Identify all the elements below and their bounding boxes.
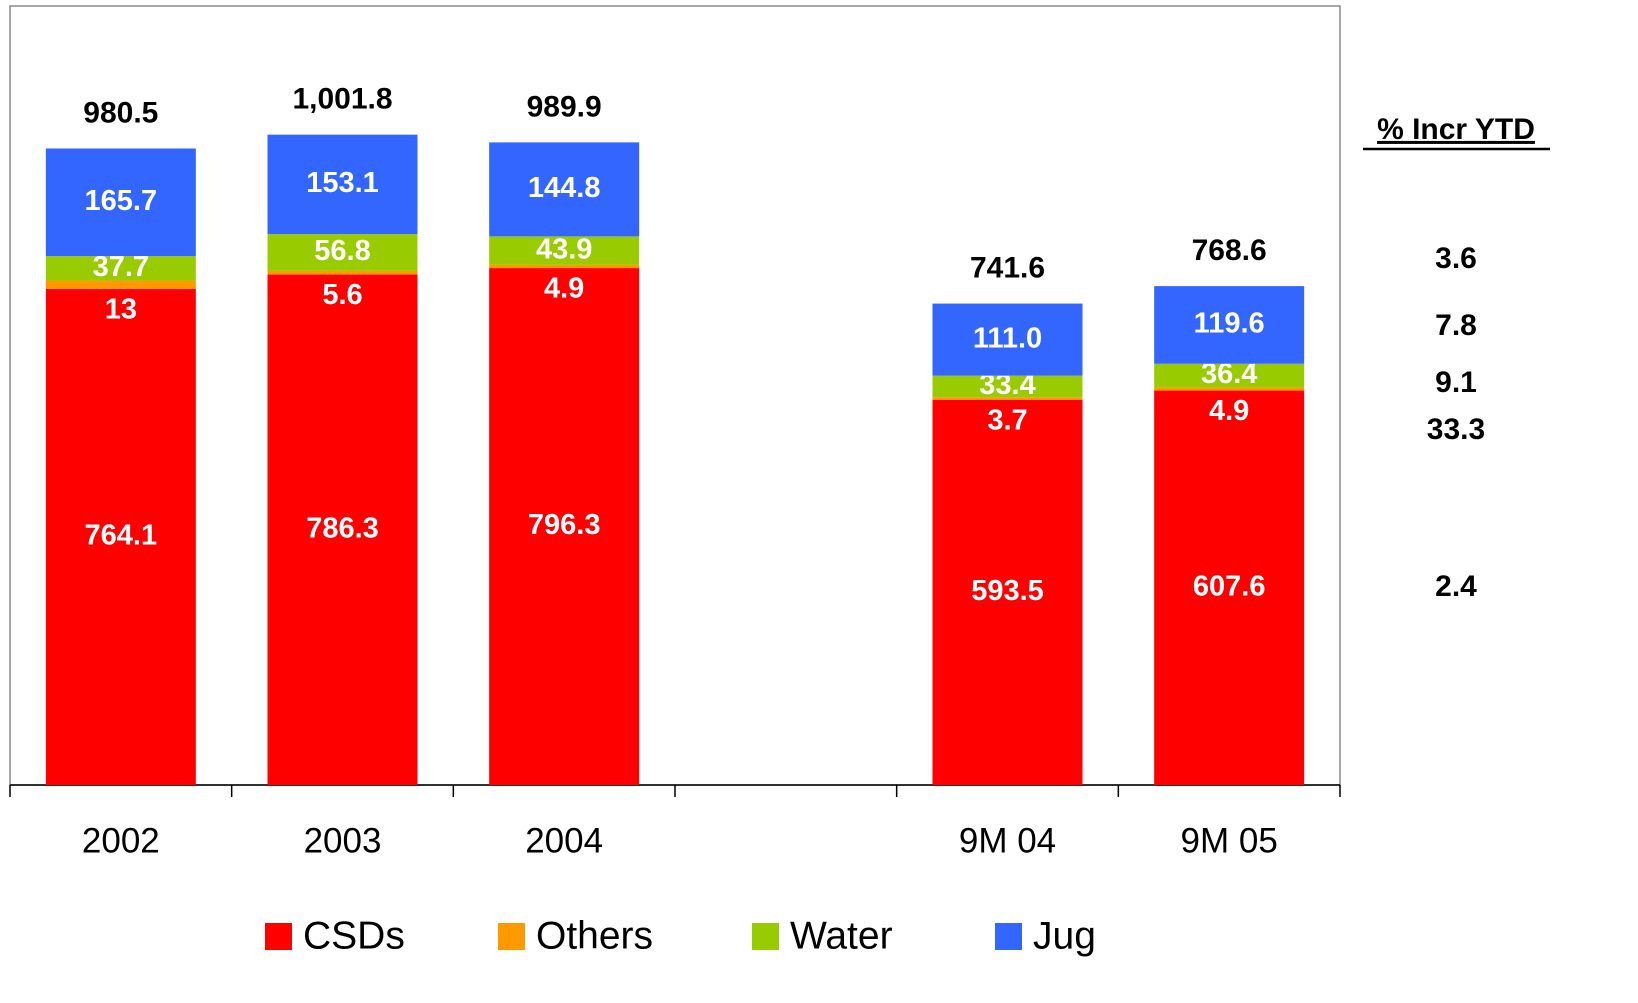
total-label: 980.5 xyxy=(83,96,158,129)
x-tick-label: 2003 xyxy=(304,821,382,860)
segment-label: 593.5 xyxy=(971,575,1044,607)
bar-segment xyxy=(1154,363,1305,388)
total-label: 989.9 xyxy=(527,90,602,123)
bar-segment xyxy=(1154,387,1305,391)
bar-segment xyxy=(932,303,1083,376)
segment-label: 43.9 xyxy=(536,233,592,265)
segment-label: 4.9 xyxy=(544,273,584,305)
segment-label: 119.6 xyxy=(1194,308,1265,340)
bar-segment xyxy=(45,256,196,281)
bar-segment xyxy=(932,375,1083,398)
segment-label: 4.9 xyxy=(1209,395,1249,427)
bar-segment xyxy=(489,268,640,785)
bar-segment xyxy=(267,134,418,235)
legend-swatch xyxy=(498,923,525,950)
side-value: 33.3 xyxy=(1427,413,1485,446)
bar-segment xyxy=(932,399,1083,785)
x-tick-label: 2004 xyxy=(525,821,603,860)
segment-label: 165.7 xyxy=(85,185,158,217)
bar-segment xyxy=(267,274,418,785)
legend-label: CSDs xyxy=(303,914,405,957)
bar-segment xyxy=(489,142,640,237)
bar-segment xyxy=(267,270,418,275)
segment-label: 607.6 xyxy=(1193,570,1266,602)
bar-segment xyxy=(489,236,640,265)
plot-frame xyxy=(9,5,1341,786)
segment-label: 764.1 xyxy=(85,520,158,552)
legend-swatch xyxy=(752,923,779,950)
segment-label: 153.1 xyxy=(306,167,379,199)
legend-label: Jug xyxy=(1033,914,1096,957)
side-value: 7.8 xyxy=(1435,309,1477,342)
side-value: 3.6 xyxy=(1435,242,1477,275)
x-tick-label: 9M 04 xyxy=(959,821,1056,860)
total-label: 768.6 xyxy=(1192,234,1267,267)
bar-segment xyxy=(45,148,196,257)
bar-segment xyxy=(45,280,196,289)
segment-label: 144.8 xyxy=(528,172,601,204)
legend-label: Others xyxy=(536,914,653,957)
bar-segment xyxy=(489,264,640,269)
bar-segment xyxy=(1154,286,1305,364)
segment-label: 13 xyxy=(105,294,137,326)
bar-segment xyxy=(932,397,1083,400)
segment-label: 56.8 xyxy=(314,235,370,267)
legend-swatch xyxy=(995,923,1022,950)
side-value: 9.1 xyxy=(1435,366,1477,399)
x-tick-label: 2002 xyxy=(82,821,160,860)
legend-label: Water xyxy=(790,914,893,957)
bar-segment xyxy=(45,288,196,785)
segment-label: 5.6 xyxy=(322,279,362,311)
segment-label: 786.3 xyxy=(306,512,379,544)
side-title: % Incr YTD xyxy=(1377,113,1535,146)
side-value: 2.4 xyxy=(1435,570,1477,603)
total-label: 1,001.8 xyxy=(292,83,392,116)
segment-label: 37.7 xyxy=(93,251,149,283)
legend-swatch xyxy=(265,923,292,950)
total-label: 741.6 xyxy=(970,251,1045,284)
segment-label: 3.7 xyxy=(987,404,1027,436)
x-tick-label: 9M 05 xyxy=(1181,821,1278,860)
segment-label: 796.3 xyxy=(528,509,601,541)
segment-label: 111.0 xyxy=(973,322,1042,354)
bar-segment xyxy=(1154,390,1305,785)
bar-segment xyxy=(267,234,418,271)
